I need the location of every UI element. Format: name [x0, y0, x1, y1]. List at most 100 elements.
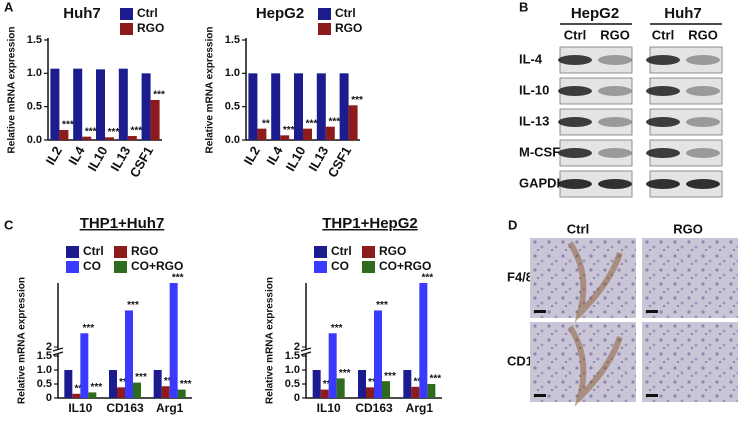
y-axis-label: Relative mRNA expression [17, 277, 28, 404]
y-tick-label: 0 [46, 392, 52, 404]
tissue-image [642, 238, 738, 318]
blot-band [598, 179, 632, 189]
bar [96, 69, 105, 140]
legend-label: CO [331, 259, 349, 273]
bar [303, 128, 312, 140]
y-axis-label: Relative mRNA expression [265, 277, 276, 404]
x-tick-label: CSF1 [127, 144, 157, 180]
bar [169, 283, 178, 398]
axis-break [300, 347, 312, 356]
legend-swatch [114, 246, 127, 258]
bar [257, 128, 267, 140]
y-tick-label: 1.5 [225, 34, 240, 46]
column-label: RGO [673, 221, 703, 236]
panel-letter: A [4, 0, 14, 14]
significance-label: ** [262, 118, 270, 129]
chart-title: HepG2 [256, 5, 304, 22]
x-tick-label: Arg1 [156, 401, 184, 415]
lane-label: RGO [688, 27, 718, 42]
bar [59, 130, 69, 140]
blot-band [686, 55, 720, 65]
x-tick-label: IL2 [43, 144, 65, 168]
y-tick-label: 1.0 [37, 364, 52, 376]
significance-label: *** [328, 116, 340, 127]
column-label: Ctrl [567, 221, 589, 236]
bar [161, 386, 170, 398]
bar [339, 73, 349, 140]
axis-break [52, 347, 64, 356]
significance-label: *** [384, 371, 396, 382]
x-tick-label: CD163 [106, 401, 144, 415]
significance-label: *** [351, 95, 363, 106]
bar [312, 370, 321, 398]
blot-band [558, 55, 592, 65]
legend-swatch [362, 246, 375, 258]
x-tick-label: IL2 [241, 144, 263, 168]
protein-label: GAPDH [519, 175, 566, 190]
protein-label: IL-10 [519, 82, 549, 97]
bar [348, 105, 358, 140]
y-axis-label: Relative mRNA expression [7, 27, 18, 154]
stain [567, 325, 623, 407]
bar [427, 384, 436, 398]
x-tick-label: IL4 [263, 143, 286, 167]
bar [328, 333, 337, 398]
bar [64, 370, 73, 398]
bar [336, 378, 345, 398]
protein-label: IL-13 [519, 113, 549, 128]
y-tick-label: 0.5 [27, 101, 42, 113]
bar [72, 393, 81, 398]
bar [271, 73, 281, 140]
bar [374, 310, 382, 398]
bar [117, 387, 125, 398]
blot-band [686, 179, 720, 189]
significance-label: *** [283, 125, 295, 136]
blot-band [646, 148, 680, 158]
bar [88, 392, 97, 398]
significance-label: *** [421, 273, 433, 284]
significance-label: *** [127, 300, 139, 311]
blot-band [598, 86, 632, 96]
protein-label: IL-4 [519, 51, 543, 66]
significance-label: *** [376, 300, 388, 311]
significance-label: *** [62, 120, 74, 131]
blot-band [646, 117, 680, 127]
bar [419, 283, 428, 398]
legend-swatch [120, 8, 133, 20]
y-axis-label: Relative mRNA expression [205, 27, 216, 154]
bar [125, 310, 133, 398]
blot-band [598, 148, 632, 158]
legend-label: RGO [137, 21, 164, 35]
legend-swatch [66, 261, 79, 273]
y-tick-label: 1.5 [27, 34, 42, 46]
blot-band [646, 86, 680, 96]
significance-label: *** [108, 127, 120, 138]
lane-label: Ctrl [564, 27, 586, 42]
legend-swatch [362, 261, 375, 273]
scale-bar [646, 394, 658, 397]
bar [73, 68, 83, 140]
bar [382, 381, 390, 398]
x-tick-label: IL10 [283, 144, 309, 174]
y-tick-label: 2 [46, 341, 52, 353]
bar [366, 387, 374, 398]
stain [567, 241, 623, 323]
y-tick-label: 0 [294, 392, 300, 404]
scale-bar [534, 310, 546, 313]
bar [316, 73, 326, 140]
western-blot: HepG2 Huh7 Ctrl RGO Ctrl RGO IL-4 IL-10 IL-13 M-C… [519, 5, 723, 198]
chart-title: Huh7 [63, 5, 101, 22]
y-tick-label: 1.5 [285, 350, 300, 362]
panel-letter: B [519, 0, 528, 14]
panel-letter: C [4, 217, 14, 232]
blot-band [646, 55, 680, 65]
legend-label: CO [83, 259, 101, 273]
protein-label: M-CSF [519, 144, 560, 159]
lane-label: Ctrl [652, 27, 674, 42]
legend-swatch [314, 261, 327, 273]
bar [177, 389, 186, 398]
y-tick-label: 1.0 [225, 67, 240, 79]
legend-label: Ctrl [83, 244, 104, 258]
legend-swatch [318, 8, 331, 20]
